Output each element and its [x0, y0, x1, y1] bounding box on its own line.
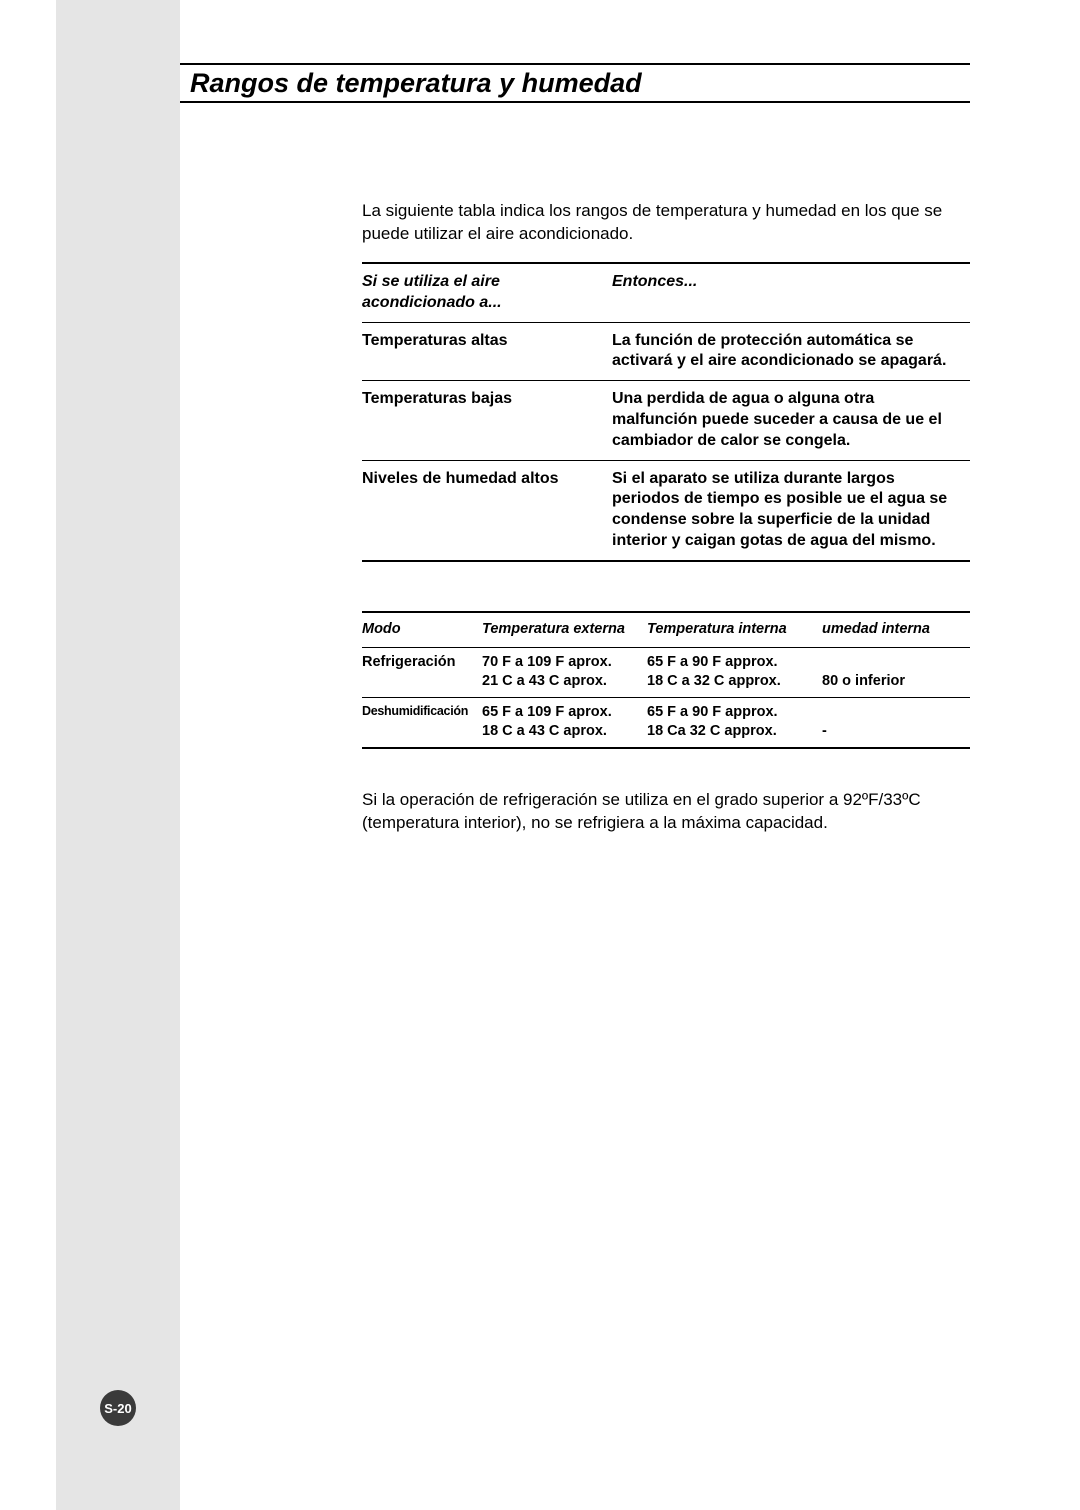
cell-line: 18 C a 32 C approx.: [647, 673, 781, 689]
table-row: Temperaturas altas La función de protecc…: [362, 322, 970, 381]
table-row: Temperaturas bajas Una perdida de agua o…: [362, 381, 970, 460]
cell-int-humidity: 80 o inferior: [822, 647, 970, 697]
cell-line: 65 F a 90 F approx.: [647, 704, 778, 720]
intro-text: La siguiente tabla indica los rangos de …: [362, 200, 970, 246]
cell-condition: Temperaturas altas: [362, 322, 612, 381]
cell-line: 65 F a 90 F approx.: [647, 654, 778, 670]
table-row: Refrigeración 70 F a 109 F aprox. 21 C a…: [362, 647, 970, 697]
header-mode: Modo: [362, 612, 482, 647]
cell-mode: Refrigeración: [362, 647, 482, 697]
cell-line: 80 o inferior: [822, 673, 905, 689]
cell-ext-temp: 65 F a 109 F aprox. 18 C a 43 C aprox.: [482, 697, 647, 748]
cell-mode: Deshumidificación: [362, 697, 482, 748]
page-number-badge: S-20: [100, 1390, 136, 1426]
page-title: Rangos de temperatura y humedad: [190, 68, 642, 99]
left-margin: [56, 0, 180, 1510]
footnote-text: Si la operación de refrigeración se util…: [362, 789, 970, 835]
cell-line: -: [822, 723, 827, 739]
table-row: Niveles de humedad altos Si el aparato s…: [362, 460, 970, 561]
cell-ext-temp: 70 F a 109 F aprox. 21 C a 43 C aprox.: [482, 647, 647, 697]
cell-line: 65 F a 109 F aprox.: [482, 704, 612, 720]
header-ext-temp: Temperatura externa: [482, 612, 647, 647]
header-col1: Si se utiliza el aire acondicionado a...: [362, 263, 612, 322]
table-row: Deshumidificación 65 F a 109 F aprox. 18…: [362, 697, 970, 748]
cell-int-humidity: -: [822, 697, 970, 748]
cell-result: La función de protección automática se a…: [612, 322, 970, 381]
cell-line: 70 F a 109 F aprox.: [482, 654, 612, 670]
title-bar: Rangos de temperatura y humedad: [180, 63, 970, 103]
header-int-humidity: umedad interna: [822, 612, 970, 647]
ranges-table: Modo Temperatura externa Temperatura int…: [362, 611, 970, 749]
cell-condition: Niveles de humedad altos: [362, 460, 612, 561]
cell-line: 21 C a 43 C aprox.: [482, 673, 607, 689]
header-int-temp: Temperatura interna: [647, 612, 822, 647]
table-header-row: Si se utiliza el aire acondicionado a...…: [362, 263, 970, 322]
cell-line: 18 Ca 32 C approx.: [647, 723, 777, 739]
cell-int-temp: 65 F a 90 F approx. 18 C a 32 C approx.: [647, 647, 822, 697]
conditions-table: Si se utiliza el aire acondicionado a...…: [362, 262, 970, 562]
cell-int-temp: 65 F a 90 F approx. 18 Ca 32 C approx.: [647, 697, 822, 748]
header-col2: Entonces...: [612, 263, 970, 322]
page-number: S-20: [104, 1401, 131, 1416]
cell-result: Una perdida de agua o alguna otra malfun…: [612, 381, 970, 460]
table-header-row: Modo Temperatura externa Temperatura int…: [362, 612, 970, 647]
cell-result: Si el aparato se utiliza durante largos …: [612, 460, 970, 561]
cell-line: 18 C a 43 C aprox.: [482, 723, 607, 739]
cell-condition: Temperaturas bajas: [362, 381, 612, 460]
